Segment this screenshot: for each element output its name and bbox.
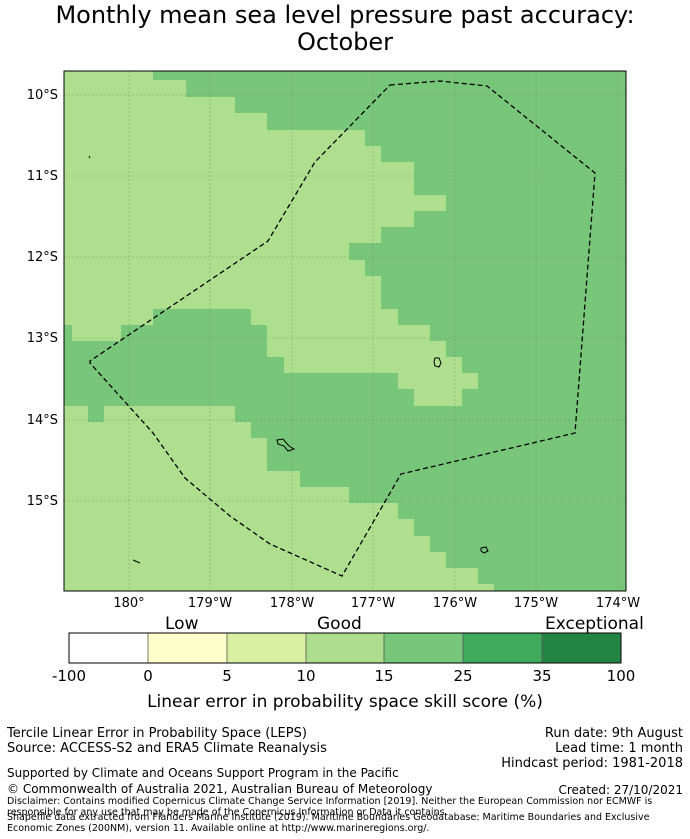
island-vanua-levu bbox=[276, 438, 296, 452]
lat-label: 10°S bbox=[27, 88, 58, 103]
lon-label: 180° bbox=[113, 596, 144, 611]
lon-label: 176°W bbox=[433, 596, 477, 611]
copyright: © Commonwealth of Australia 2021, Austra… bbox=[7, 782, 433, 796]
lat-label: 11°S bbox=[27, 169, 58, 184]
eez-boundary bbox=[89, 80, 596, 577]
lon-label: 179°W bbox=[188, 596, 232, 611]
lead-time: Lead time: 1 month bbox=[555, 741, 683, 756]
colorbar-tick: 10 bbox=[296, 667, 316, 685]
score-name: Tercile Linear Error in Probability Spac… bbox=[7, 726, 307, 741]
colorbar-category-good: Good bbox=[317, 614, 362, 634]
colorbar-tick: -100 bbox=[51, 667, 87, 685]
chart-title: Monthly mean sea level pressure past acc… bbox=[55, 1, 635, 56]
map-frame bbox=[63, 70, 627, 592]
colorbar-tick: 100 bbox=[606, 667, 636, 685]
lon-label: 177°W bbox=[351, 596, 395, 611]
colorbar-segment bbox=[384, 633, 463, 663]
colorbar-tick: 15 bbox=[374, 667, 394, 685]
island-rotuma bbox=[433, 357, 442, 368]
islands bbox=[88, 155, 489, 564]
lat-label: 15°S bbox=[27, 494, 58, 509]
island-dot bbox=[88, 155, 91, 159]
disclaimer: Disclaimer: Contains modified Copernicus… bbox=[7, 796, 653, 818]
colorbar-tick: 0 bbox=[143, 667, 153, 685]
lat-label: 14°S bbox=[27, 413, 58, 428]
colorbar-segment bbox=[227, 633, 306, 663]
colorbar-frame bbox=[68, 632, 622, 664]
colorbar-tick: 25 bbox=[453, 667, 473, 685]
lat-labels: 10°S 11°S 12°S 13°S 14°S 15°S bbox=[27, 88, 58, 509]
colorbar-segment bbox=[69, 633, 148, 663]
colorbar bbox=[68, 632, 622, 664]
lon-label: 178°W bbox=[270, 596, 314, 611]
colorbar-segment bbox=[148, 633, 227, 663]
lat-label: 12°S bbox=[27, 250, 58, 265]
colorbar-tick: 35 bbox=[532, 667, 552, 685]
skill-region-15-25 bbox=[64, 71, 626, 591]
supported-by: Supported by Climate and Oceans Support … bbox=[7, 766, 399, 780]
colorbar-segment bbox=[306, 633, 384, 663]
colorbar-segment bbox=[542, 633, 621, 663]
hindcast-period: Hindcast period: 1981-2018 bbox=[501, 756, 683, 771]
gridlines bbox=[64, 71, 626, 591]
created-date: Created: 27/10/2021 bbox=[558, 783, 683, 797]
island-taveuni bbox=[480, 546, 489, 554]
colorbar-segment bbox=[463, 633, 542, 663]
colorbar-label: Linear error in probability space skill … bbox=[147, 692, 543, 712]
colorbar-category-low: Low bbox=[165, 614, 199, 634]
lat-label: 13°S bbox=[27, 331, 58, 346]
source-text: Source: ACCESS-S2 and ERA5 Climate Reana… bbox=[7, 741, 327, 756]
lon-label: 175°W bbox=[514, 596, 558, 611]
shapefile-credit: Shapefile data extracted from Flanders M… bbox=[7, 812, 650, 834]
island-small-west bbox=[132, 559, 141, 564]
colorbar-category-exceptional: Exceptional bbox=[545, 614, 644, 634]
lon-labels: 180° 179°W 178°W 177°W 176°W 175°W 174°W bbox=[113, 596, 640, 611]
lon-label: 174°W bbox=[596, 596, 640, 611]
run-date: Run date: 9th August bbox=[544, 726, 683, 741]
colorbar-tick: 5 bbox=[222, 667, 232, 685]
